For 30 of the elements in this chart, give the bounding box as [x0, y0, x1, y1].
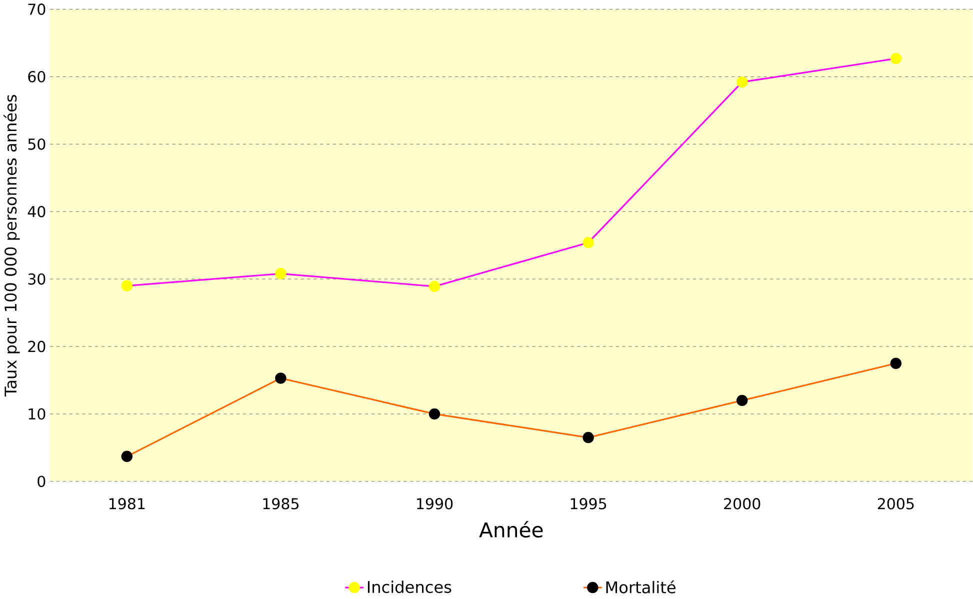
point — [582, 236, 594, 248]
point — [890, 358, 902, 369]
point — [736, 76, 748, 88]
y-tick-label: 30 — [28, 273, 46, 285]
x-axis-title: Année — [479, 520, 543, 538]
x-tick-label: 1985 — [263, 498, 298, 510]
y-tick-label: 20 — [28, 340, 46, 352]
x-tick-label: 1995 — [570, 498, 606, 510]
y-tick-label: 10 — [28, 408, 46, 420]
x-tick-label: 2000 — [724, 498, 760, 510]
point — [428, 280, 440, 292]
x-tick-label: 1990 — [417, 498, 453, 510]
y-tick-label: 70 — [28, 4, 46, 15]
y-tick-label: 0 — [38, 476, 46, 488]
y-tick-label: 40 — [28, 206, 46, 218]
point — [121, 280, 133, 292]
point — [582, 432, 594, 444]
point — [428, 408, 440, 420]
point — [121, 450, 133, 462]
point — [890, 52, 902, 64]
point — [736, 394, 748, 406]
legend-label: Incidences — [368, 580, 452, 594]
legend-label: Mortalité — [606, 580, 676, 594]
y-axis-title: Taux pour 100 000 personnes années — [4, 94, 20, 397]
x-tick-label: 2005 — [878, 498, 914, 510]
x-tick-label: 1981 — [109, 498, 145, 510]
y-tick-label: 60 — [28, 70, 46, 82]
point — [275, 268, 286, 280]
y-tick-label: 50 — [28, 138, 46, 150]
point — [275, 372, 286, 384]
